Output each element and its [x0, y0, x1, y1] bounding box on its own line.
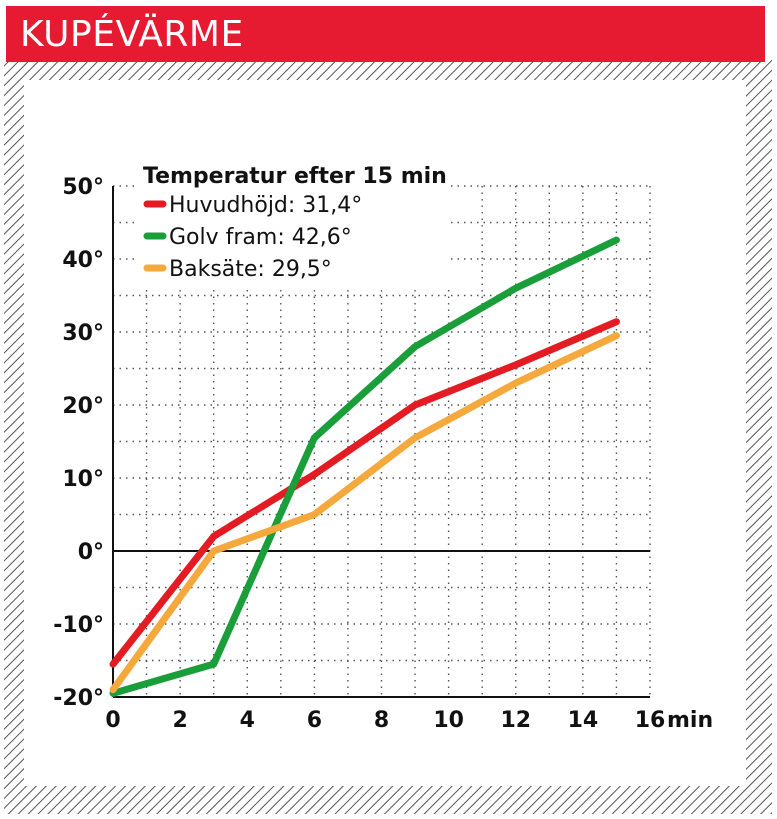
legend-title: Temperatur efter 15 min	[143, 164, 447, 189]
x-tick-label: 14	[568, 708, 599, 733]
y-tick-label: 20°	[62, 394, 104, 419]
y-tick-label: 50°	[62, 175, 104, 200]
series-line-baksate	[109, 332, 620, 694]
legend-label-golv-fram: Golv fram: 42,6°	[169, 225, 352, 250]
x-tick-label: 12	[500, 708, 531, 733]
header-bar	[6, 6, 765, 62]
x-tick-label: 10	[433, 708, 464, 733]
x-tick-label: 2	[172, 708, 187, 733]
y-tick-label: -20°	[53, 686, 104, 711]
y-tick-label: -10°	[53, 613, 104, 638]
legend-box	[138, 158, 450, 286]
series-line-golv-fram	[109, 236, 620, 697]
y-tick-label: 30°	[62, 321, 104, 346]
y-tick-label: 10°	[62, 467, 104, 492]
y-tick-label: 40°	[62, 248, 104, 273]
x-tick-label: 0	[105, 708, 120, 733]
x-tick-label: 4	[240, 708, 255, 733]
legend-label-huvudhojd: Huvudhöjd: 31,4°	[169, 193, 362, 218]
page-title: KUPÉVÄRME	[20, 14, 244, 55]
x-tick-label: 8	[374, 708, 389, 733]
x-tick-label: 6	[307, 708, 322, 733]
series-line-huvudhojd	[109, 318, 620, 668]
x-axis-label: min	[667, 708, 713, 733]
x-tick-label: 16	[635, 708, 666, 733]
legend-label-baksate: Baksäte: 29,5°	[169, 257, 332, 282]
y-tick-label: 0°	[78, 540, 104, 565]
header: KUPÉVÄRME	[0, 0, 777, 66]
